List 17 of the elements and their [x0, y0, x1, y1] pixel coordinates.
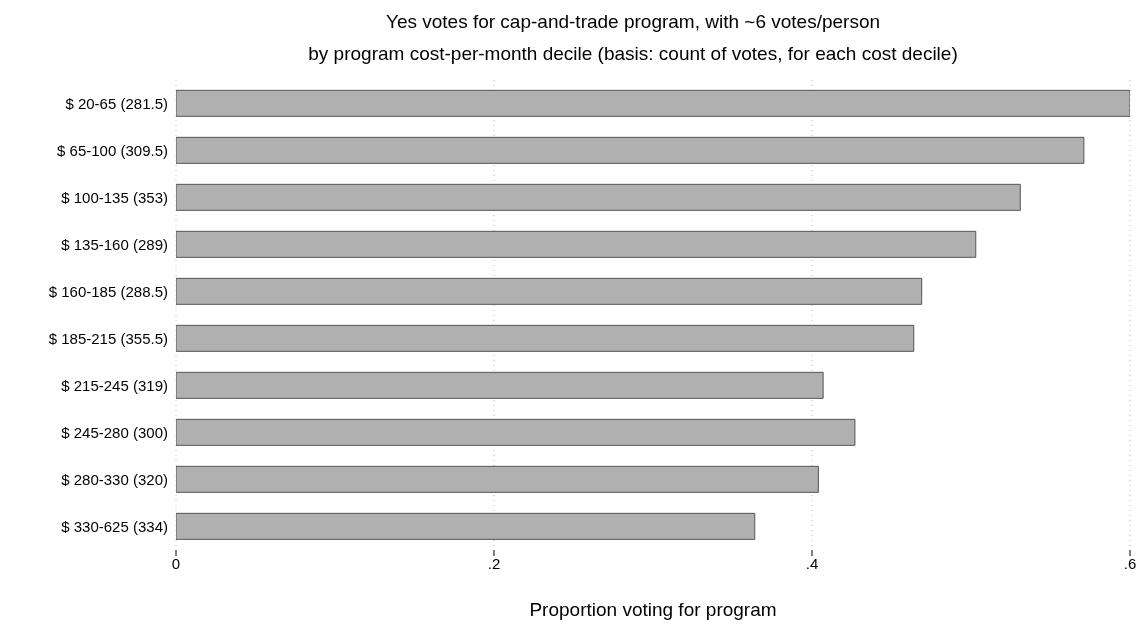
y-tick-label: $ 185-215 (355.5)	[48, 329, 168, 347]
x-tick-label: 0	[171, 554, 181, 572]
y-tick-label: $ 160-185 (288.5)	[48, 282, 168, 300]
x-tick-label: .4	[805, 554, 819, 572]
x-tick-label: .2	[487, 554, 501, 572]
chart-title: Yes votes for cap-and-trade program, with ~6 votes/person	[384, 10, 882, 34]
y-tick-label: $ 65-100 (309.5)	[57, 141, 168, 159]
y-tick-label: $ 280-330 (320)	[61, 470, 168, 488]
y-tick-label: $ 100-135 (353)	[61, 188, 168, 206]
y-tick-label: $ 245-280 (300)	[61, 423, 168, 441]
y-tick-label: $ 135-160 (289)	[61, 235, 168, 253]
y-tick-label: $ 215-245 (319)	[61, 376, 168, 394]
chart-subtitle: by program cost-per-month decile (basis: count of votes, for each cost decile)	[307, 42, 959, 66]
y-tick-label: $ 20-65 (281.5)	[65, 94, 168, 112]
x-axis-title: Proportion voting for program	[529, 599, 777, 620]
y-tick-label: $ 330-625 (334)	[61, 517, 168, 535]
x-tick-label: .6	[1123, 554, 1137, 572]
